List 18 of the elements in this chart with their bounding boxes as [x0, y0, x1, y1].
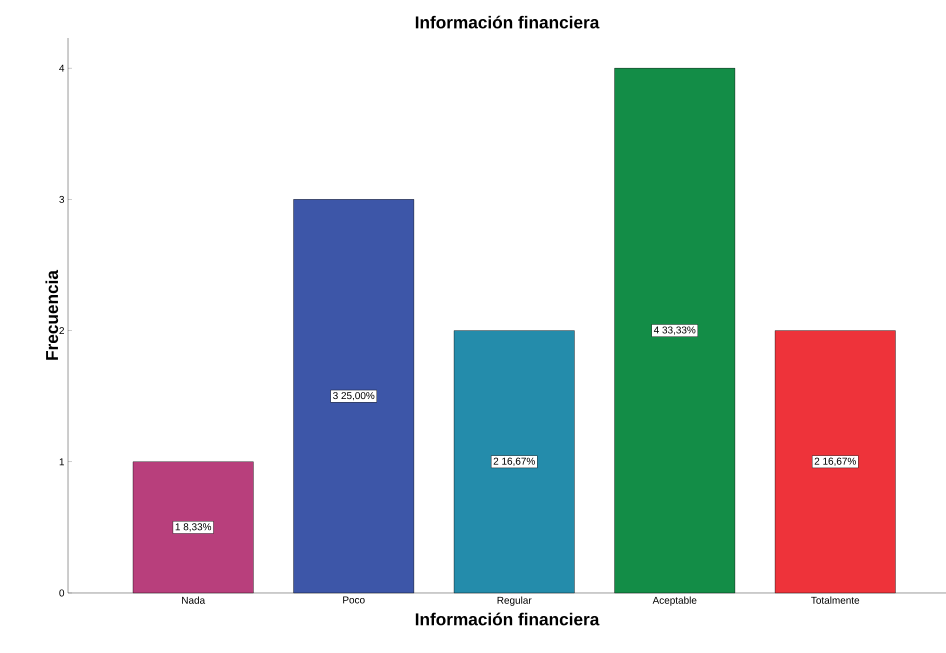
data-label: 1 8,33% — [176, 523, 212, 532]
x-tick-label: Aceptable — [652, 596, 696, 606]
y-tick-label: 0 — [59, 589, 64, 597]
data-label: 4 33,33% — [654, 326, 696, 335]
y-tick-label: 3 — [59, 196, 64, 203]
data-label: 2 16,67% — [494, 458, 535, 466]
data-label: 3 25,00% — [333, 392, 374, 400]
x-tick-label: Poco — [343, 596, 365, 604]
x-tick-label: Nada — [182, 596, 206, 604]
x-tick-label: Totalmente — [811, 596, 860, 604]
x-tick-label: Regular — [498, 596, 532, 606]
data-label: 2 16,67% — [814, 458, 856, 466]
x-axis-title: Información financiera — [416, 612, 600, 626]
y-axis-title: Frecuencia — [45, 270, 58, 360]
y-tick-label: 1 — [60, 458, 64, 466]
y-tick-label: 2 — [59, 327, 64, 334]
chart-title: Información financiera — [416, 16, 600, 28]
y-tick-label: 4 — [59, 64, 64, 72]
